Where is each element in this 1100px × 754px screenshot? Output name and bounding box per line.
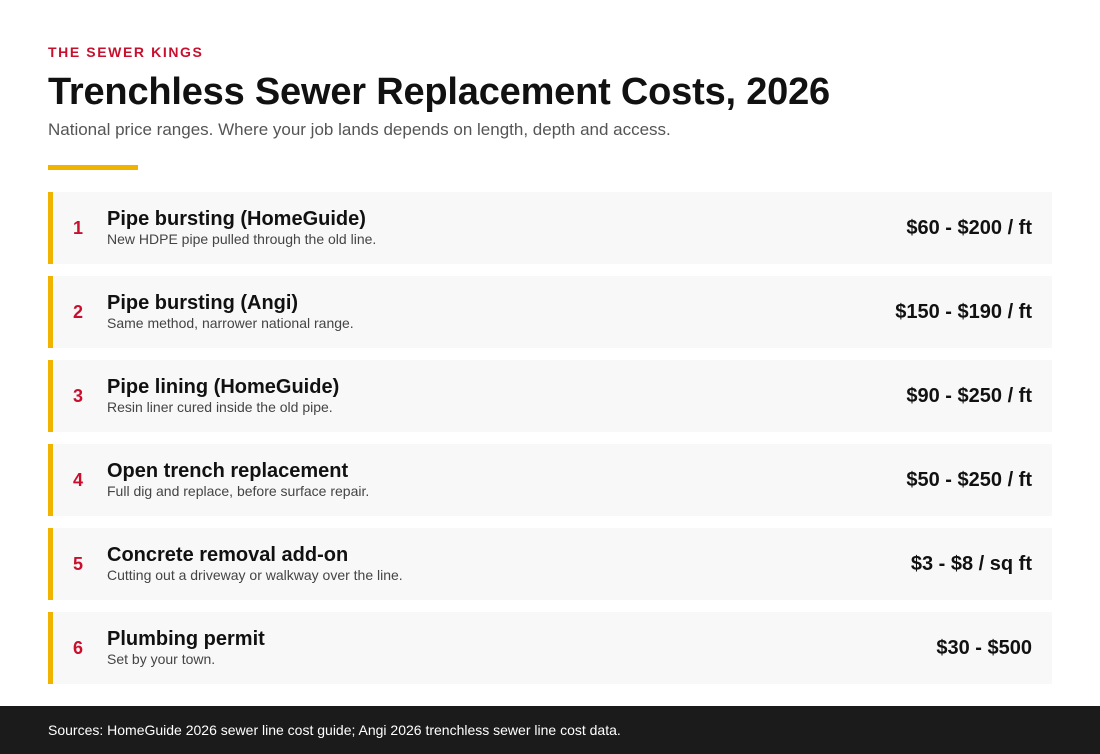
row-number: 4 [73,470,84,490]
page-header: THE SEWER KINGS Trenchless Sewer Replace… [48,44,1052,140]
row-text: Pipe bursting (Angi) Same method, narrow… [107,292,354,332]
row-name: Open trench replacement [107,460,349,482]
row-price: $150 - $190 / ft [895,301,1032,323]
row-name: Pipe bursting (Angi) [107,292,299,314]
row-number: 1 [73,218,84,238]
row-text: Pipe bursting (HomeGuide) New HDPE pipe … [107,208,376,248]
row-description: Set by your town. [107,651,216,667]
row-number: 2 [73,302,84,322]
row-number: 5 [73,554,84,574]
row-price: $30 - $500 [936,637,1032,659]
row-description: Resin liner cured inside the old pipe. [107,399,333,415]
row-number: 6 [73,638,84,658]
sources-footer: Sources: HomeGuide 2026 sewer line cost … [0,706,1100,754]
cost-row-pipe-bursting-homeguide: 1 Pipe bursting (HomeGuide) New HDPE pip… [48,192,1052,264]
row-description: Cutting out a driveway or walkway over t… [107,567,403,583]
row-name: Pipe lining (HomeGuide) [107,376,340,398]
row-price: $60 - $200 / ft [906,217,1032,239]
accent-rule [48,165,138,170]
row-text: Plumbing permit Set by your town. [107,628,265,668]
row-price: $90 - $250 / ft [906,385,1032,407]
row-description: Full dig and replace, before surface rep… [107,483,370,499]
row-price: $50 - $250 / ft [906,469,1032,491]
row-number: 3 [73,386,84,406]
cost-row-pipe-bursting-angi: 2 Pipe bursting (Angi) Same method, narr… [48,276,1052,348]
row-text: Concrete removal add-on Cutting out a dr… [107,544,403,584]
page-subtitle: National price ranges. Where your job la… [48,120,671,139]
row-text: Pipe lining (HomeGuide) Resin liner cure… [107,376,339,416]
row-name: Pipe bursting (HomeGuide) [107,208,366,230]
cost-row-open-trench-replacement: 4 Open trench replacement Full dig and r… [48,444,1052,516]
cost-list: 1 Pipe bursting (HomeGuide) New HDPE pip… [48,192,1052,684]
row-description: New HDPE pipe pulled through the old lin… [107,231,377,247]
row-description: Same method, narrower national range. [107,315,354,331]
page-title: Trenchless Sewer Replacement Costs, 2026 [48,71,830,113]
brand-label: THE SEWER KINGS [48,44,204,60]
row-text: Open trench replacement Full dig and rep… [107,460,369,500]
cost-row-plumbing-permit: 6 Plumbing permit Set by your town. $30 … [48,612,1052,684]
sources-text: Sources: HomeGuide 2026 sewer line cost … [48,722,621,738]
row-name: Plumbing permit [107,628,265,650]
row-name: Concrete removal add-on [107,544,349,566]
cost-row-concrete-removal: 5 Concrete removal add-on Cutting out a … [48,528,1052,600]
row-price: $3 - $8 / sq ft [910,553,1032,575]
cost-row-pipe-lining-homeguide: 3 Pipe lining (HomeGuide) Resin liner cu… [48,360,1052,432]
